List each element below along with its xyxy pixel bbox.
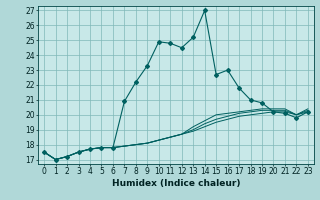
X-axis label: Humidex (Indice chaleur): Humidex (Indice chaleur) bbox=[112, 179, 240, 188]
